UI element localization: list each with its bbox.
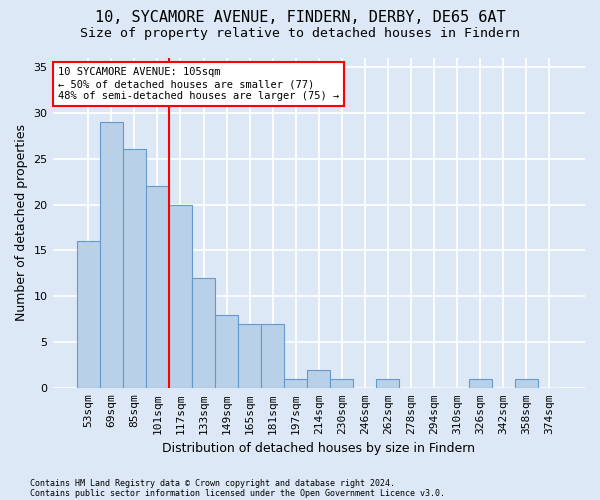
Y-axis label: Number of detached properties: Number of detached properties xyxy=(15,124,28,322)
Bar xyxy=(238,324,261,388)
Bar xyxy=(192,278,215,388)
Bar xyxy=(469,379,491,388)
Text: Contains HM Land Registry data © Crown copyright and database right 2024.: Contains HM Land Registry data © Crown c… xyxy=(30,478,395,488)
Bar xyxy=(515,379,538,388)
Bar xyxy=(330,379,353,388)
Text: 10, SYCAMORE AVENUE, FINDERN, DERBY, DE65 6AT: 10, SYCAMORE AVENUE, FINDERN, DERBY, DE6… xyxy=(95,10,505,25)
Bar xyxy=(215,315,238,388)
Text: Size of property relative to detached houses in Findern: Size of property relative to detached ho… xyxy=(80,28,520,40)
Bar xyxy=(261,324,284,388)
Bar xyxy=(100,122,123,388)
Bar xyxy=(123,150,146,388)
Bar xyxy=(146,186,169,388)
Bar xyxy=(77,242,100,388)
Text: Contains public sector information licensed under the Open Government Licence v3: Contains public sector information licen… xyxy=(30,488,445,498)
Bar xyxy=(169,204,192,388)
Text: 10 SYCAMORE AVENUE: 105sqm
← 50% of detached houses are smaller (77)
48% of semi: 10 SYCAMORE AVENUE: 105sqm ← 50% of deta… xyxy=(58,68,339,100)
Bar xyxy=(307,370,330,388)
Bar xyxy=(376,379,400,388)
Bar xyxy=(284,379,307,388)
X-axis label: Distribution of detached houses by size in Findern: Distribution of detached houses by size … xyxy=(162,442,475,455)
